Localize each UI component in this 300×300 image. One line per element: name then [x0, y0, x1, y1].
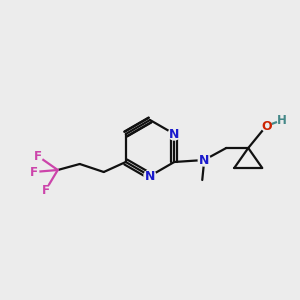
Text: O: O	[261, 119, 272, 133]
Circle shape	[168, 128, 180, 140]
Circle shape	[41, 185, 51, 195]
Circle shape	[198, 154, 210, 166]
Text: F: F	[34, 149, 42, 163]
Text: N: N	[145, 169, 155, 182]
Text: N: N	[169, 128, 179, 140]
Circle shape	[33, 151, 43, 161]
Circle shape	[277, 115, 287, 125]
Circle shape	[261, 121, 271, 131]
Text: F: F	[30, 166, 38, 178]
Text: F: F	[42, 184, 50, 196]
Circle shape	[144, 170, 156, 182]
Text: N: N	[199, 154, 209, 166]
Text: H: H	[277, 113, 287, 127]
Circle shape	[29, 167, 39, 177]
